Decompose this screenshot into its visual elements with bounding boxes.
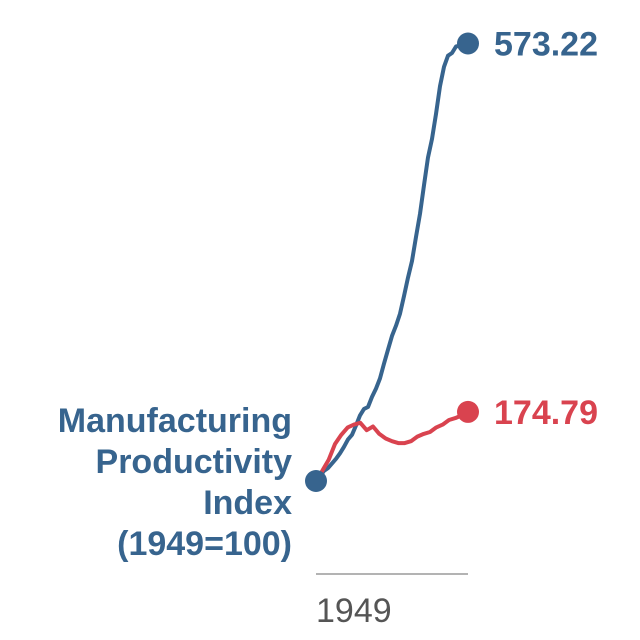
series-line-1	[314, 41, 470, 483]
series-end-point-1	[457, 32, 479, 55]
series-end-label-1: 573.22	[494, 26, 598, 64]
series-label-line-4: (1949=100)	[117, 525, 292, 563]
series-start-point	[305, 470, 327, 492]
series-label-line-1: Manufacturing	[58, 402, 292, 440]
series-label: Manufacturing Productivity Index (1949=100)	[58, 402, 292, 563]
x-tick-label-1949: 1949	[316, 592, 392, 630]
series-end-point-2	[457, 400, 479, 423]
series-label-line-2: Productivity	[96, 443, 293, 481]
series-line-2	[314, 409, 470, 483]
series-label-line-3: Index	[203, 484, 292, 522]
series-end-label-2: 174.79	[494, 394, 598, 432]
plot-area: 573.22 174.79	[305, 26, 598, 492]
